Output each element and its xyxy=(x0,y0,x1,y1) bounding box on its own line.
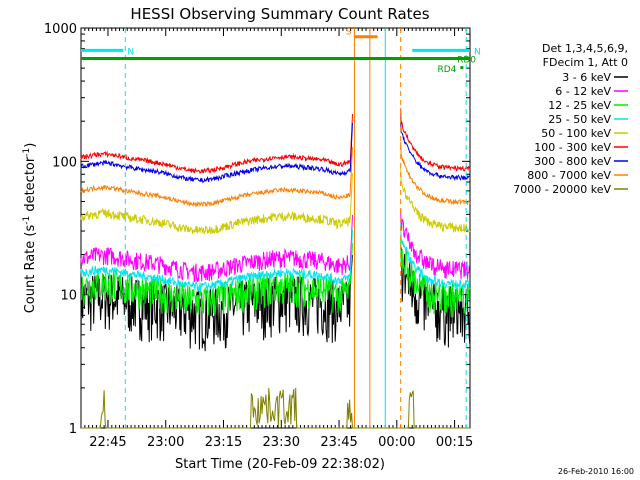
x-tick-label: 23:00 xyxy=(147,435,184,450)
legend: Det 1,3,4,5,6,9, FDecim 1, Att 0 3 - 6 k… xyxy=(513,42,628,196)
y-tick-label: 1000 xyxy=(44,22,77,37)
x-tick-label: 23:15 xyxy=(205,435,242,450)
x-tick-label: 23:30 xyxy=(263,435,300,450)
y-tick-label: 10 xyxy=(60,289,77,304)
legend-label: 7000 - 20000 keV xyxy=(513,183,611,196)
legend-label: 100 - 300 keV xyxy=(534,141,611,154)
y-axis-label: Count Rate (s-1 detector-1) xyxy=(22,143,38,314)
legend-title: FDecim 1, Att 0 xyxy=(543,56,628,69)
series-line xyxy=(400,223,470,291)
x-tick-label: 00:00 xyxy=(378,435,415,450)
legend-label: 50 - 100 keV xyxy=(541,127,611,140)
series-line xyxy=(80,147,353,209)
event-marker xyxy=(460,66,464,70)
series-line xyxy=(80,243,353,316)
series-line xyxy=(80,173,353,235)
event-label: N xyxy=(474,47,481,57)
plot-frame xyxy=(80,27,471,429)
x-axis-label: Start Time (20-Feb-09 22:38:02) xyxy=(175,457,385,472)
event-label: S xyxy=(346,28,352,38)
series-line xyxy=(80,123,353,184)
legend-label: 800 - 7000 keV xyxy=(527,169,611,182)
series-line xyxy=(80,229,353,292)
x-tick-label: 00:15 xyxy=(436,435,473,450)
series-line xyxy=(80,255,353,352)
x-tick-label: 22:45 xyxy=(89,435,126,450)
legend-label: 25 - 50 keV xyxy=(548,113,611,126)
series-line xyxy=(80,214,353,283)
y-tick-label: 100 xyxy=(52,155,77,170)
y-axis-label-exponent: -1 xyxy=(22,148,32,157)
series-line xyxy=(400,108,471,172)
series-line xyxy=(80,113,353,175)
x-tick-label: 23:45 xyxy=(320,435,357,450)
series-line xyxy=(81,387,470,429)
y-axis-label-part: ) xyxy=(23,143,38,148)
y-axis-label-exponent: -1 xyxy=(22,216,32,225)
event-label: RD0 xyxy=(457,56,476,66)
series-line xyxy=(400,141,471,206)
series-line xyxy=(400,117,470,182)
chart-title: HESSI Observing Summary Count Rates xyxy=(130,5,429,23)
legend-label: 300 - 800 keV xyxy=(534,155,611,168)
y-tick-label: 1 xyxy=(69,422,77,437)
footer-date: 26-Feb-2010 16:00 xyxy=(558,467,634,476)
legend-label: 6 - 12 keV xyxy=(555,85,611,98)
legend-label: 12 - 25 keV xyxy=(548,99,611,112)
event-label: RD4 xyxy=(437,65,456,75)
event-label: N xyxy=(127,47,134,57)
y-axis-label-part: detector xyxy=(23,156,38,216)
plot-area: 1 10 100 1000 22:45 23:00 23:15 23:30 23:45 00:00… xyxy=(44,22,481,450)
legend-title: Det 1,3,4,5,6,9, xyxy=(542,42,628,55)
y-axis-label-part: Count Rate (s xyxy=(23,225,38,314)
legend-label: 3 - 6 keV xyxy=(562,71,611,84)
series-line xyxy=(400,237,471,318)
series-line xyxy=(400,167,471,233)
